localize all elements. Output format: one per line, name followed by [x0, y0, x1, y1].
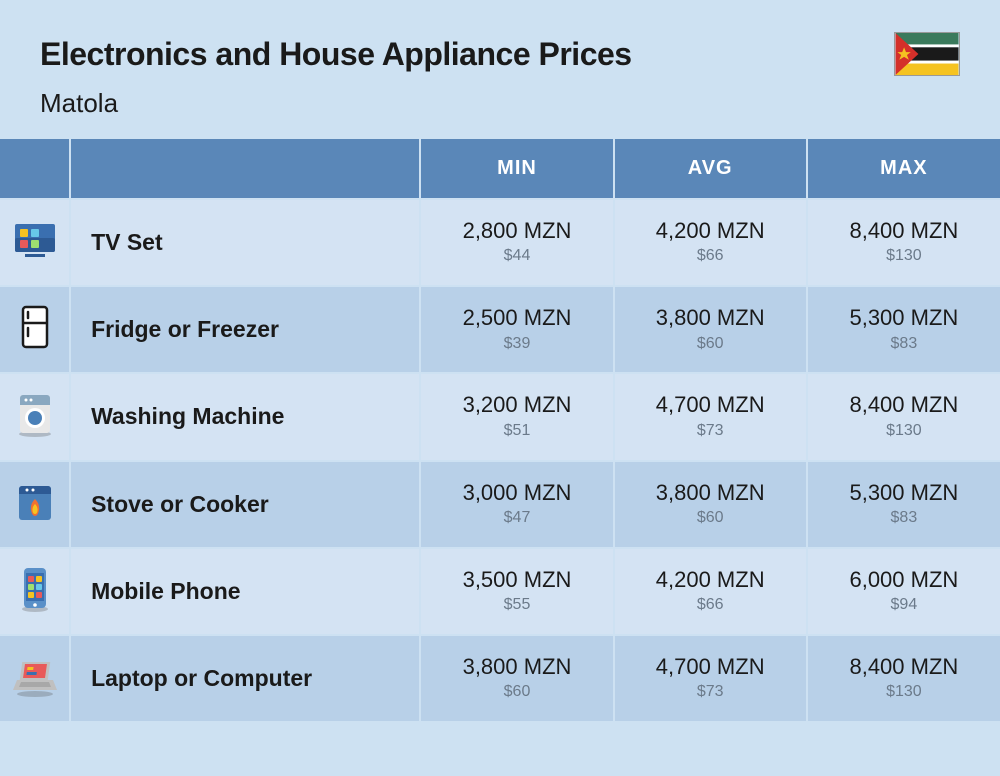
avg-mzn: 4,700 MZN: [625, 654, 796, 680]
avg-mzn: 4,200 MZN: [625, 567, 796, 593]
avg-mzn: 3,800 MZN: [625, 480, 796, 506]
min-usd: $44: [431, 246, 602, 267]
min-usd: $47: [431, 508, 602, 529]
row-min: 3,200 MZN $51: [420, 373, 613, 460]
table-row: Stove or Cooker 3,000 MZN $47 3,800 MZN …: [0, 461, 1000, 548]
min-usd: $51: [431, 421, 602, 442]
avg-mzn: 3,800 MZN: [625, 305, 796, 331]
avg-usd: $66: [625, 595, 796, 616]
avg-usd: $73: [625, 682, 796, 703]
row-max: 5,300 MZN $83: [807, 461, 1000, 548]
row-icon-cell: [0, 373, 70, 460]
max-mzn: 8,400 MZN: [818, 654, 990, 680]
max-usd: $83: [818, 508, 990, 529]
row-min: 3,000 MZN $47: [420, 461, 613, 548]
table-row: Mobile Phone 3,500 MZN $55 4,200 MZN $66…: [0, 548, 1000, 635]
min-mzn: 3,800 MZN: [431, 654, 602, 680]
row-avg: 3,800 MZN $60: [614, 286, 807, 373]
row-max: 6,000 MZN $94: [807, 548, 1000, 635]
row-max: 8,400 MZN $130: [807, 373, 1000, 460]
row-name: Washing Machine: [70, 373, 420, 460]
row-avg: 4,200 MZN $66: [614, 548, 807, 635]
max-usd: $83: [818, 334, 990, 355]
col-name: [70, 139, 420, 199]
max-mzn: 8,400 MZN: [818, 392, 990, 418]
row-name: Stove or Cooker: [70, 461, 420, 548]
max-usd: $130: [818, 421, 990, 442]
laptop-icon: [11, 687, 59, 704]
col-avg: AVG: [614, 139, 807, 199]
max-usd: $130: [818, 246, 990, 267]
max-usd: $130: [818, 682, 990, 703]
avg-mzn: 4,700 MZN: [625, 392, 796, 418]
avg-usd: $60: [625, 334, 796, 355]
stove-icon: [11, 513, 59, 530]
table-row: TV Set 2,800 MZN $44 4,200 MZN $66 8,400…: [0, 199, 1000, 286]
page: Electronics and House Appliance Prices M…: [0, 0, 1000, 776]
row-icon-cell: [0, 548, 70, 635]
row-min: 2,800 MZN $44: [420, 199, 613, 286]
page-title: Electronics and House Appliance Prices: [40, 36, 632, 73]
max-mzn: 5,300 MZN: [818, 480, 990, 506]
flag-icon: [894, 32, 960, 76]
max-mzn: 8,400 MZN: [818, 218, 990, 244]
min-mzn: 2,800 MZN: [431, 218, 602, 244]
row-name: Mobile Phone: [70, 548, 420, 635]
row-min: 3,800 MZN $60: [420, 635, 613, 722]
max-mzn: 6,000 MZN: [818, 567, 990, 593]
row-icon-cell: [0, 286, 70, 373]
max-usd: $94: [818, 595, 990, 616]
min-usd: $39: [431, 334, 602, 355]
row-min: 3,500 MZN $55: [420, 548, 613, 635]
row-name: TV Set: [70, 199, 420, 286]
min-mzn: 3,500 MZN: [431, 567, 602, 593]
price-table: MIN AVG MAX TV Set 2,800 MZN $44 4,200 M…: [0, 139, 1000, 723]
tv-icon: [11, 251, 59, 268]
row-max: 8,400 MZN $130: [807, 199, 1000, 286]
col-max: MAX: [807, 139, 1000, 199]
washer-icon: [11, 425, 59, 442]
header-row: Electronics and House Appliance Prices: [0, 0, 1000, 88]
avg-usd: $60: [625, 508, 796, 529]
row-avg: 3,800 MZN $60: [614, 461, 807, 548]
avg-usd: $73: [625, 421, 796, 442]
row-max: 5,300 MZN $83: [807, 286, 1000, 373]
phone-icon: [11, 600, 59, 617]
table-header-row: MIN AVG MAX: [0, 139, 1000, 199]
min-mzn: 3,200 MZN: [431, 392, 602, 418]
min-mzn: 3,000 MZN: [431, 480, 602, 506]
row-avg: 4,200 MZN $66: [614, 199, 807, 286]
fridge-icon: [11, 338, 59, 355]
table-row: Washing Machine 3,200 MZN $51 4,700 MZN …: [0, 373, 1000, 460]
row-icon-cell: [0, 461, 70, 548]
col-min: MIN: [420, 139, 613, 199]
table-row: Laptop or Computer 3,800 MZN $60 4,700 M…: [0, 635, 1000, 722]
row-name: Fridge or Freezer: [70, 286, 420, 373]
row-icon-cell: [0, 635, 70, 722]
min-usd: $60: [431, 682, 602, 703]
table-body: TV Set 2,800 MZN $44 4,200 MZN $66 8,400…: [0, 199, 1000, 722]
avg-usd: $66: [625, 246, 796, 267]
avg-mzn: 4,200 MZN: [625, 218, 796, 244]
row-max: 8,400 MZN $130: [807, 635, 1000, 722]
row-min: 2,500 MZN $39: [420, 286, 613, 373]
row-avg: 4,700 MZN $73: [614, 635, 807, 722]
max-mzn: 5,300 MZN: [818, 305, 990, 331]
min-usd: $55: [431, 595, 602, 616]
col-icon: [0, 139, 70, 199]
row-name: Laptop or Computer: [70, 635, 420, 722]
row-icon-cell: [0, 199, 70, 286]
page-subtitle: Matola: [0, 88, 1000, 139]
table-row: Fridge or Freezer 2,500 MZN $39 3,800 MZ…: [0, 286, 1000, 373]
row-avg: 4,700 MZN $73: [614, 373, 807, 460]
min-mzn: 2,500 MZN: [431, 305, 602, 331]
